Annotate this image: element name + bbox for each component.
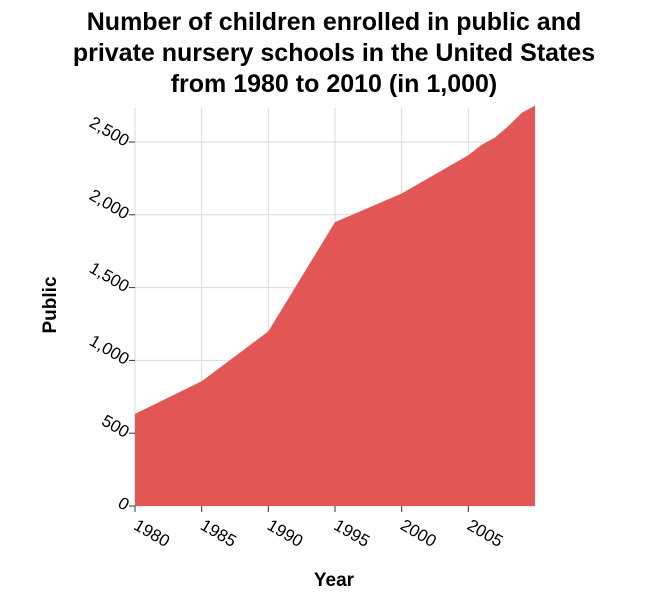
y-tick-label-1,500: 1,500 bbox=[86, 258, 132, 296]
x-tick-label-1985: 1985 bbox=[197, 516, 239, 551]
y-tick-label-1,000: 1,000 bbox=[86, 331, 132, 369]
y-axis-title: Public bbox=[40, 276, 61, 333]
x-tick-label-2000: 2000 bbox=[397, 516, 439, 551]
y-tick-label-2,500: 2,500 bbox=[86, 113, 132, 151]
y-tick-label-500: 500 bbox=[98, 411, 132, 442]
y-tick-label-0: 0 bbox=[115, 493, 133, 514]
area-series-0 bbox=[135, 105, 535, 506]
x-tick-label-1995: 1995 bbox=[331, 516, 373, 551]
chart-title-line-1: Number of children enrolled in public an… bbox=[87, 8, 581, 36]
x-axis-title: Year bbox=[314, 570, 355, 591]
x-tick-label-2005: 2005 bbox=[464, 516, 506, 551]
chart-title: Number of children enrolled in public an… bbox=[73, 8, 595, 98]
chart-title-line-3: from 1980 to 2010 (in 1,000) bbox=[171, 70, 498, 98]
x-tick-label-1980: 1980 bbox=[131, 516, 173, 551]
x-tick-label-1990: 1990 bbox=[264, 516, 306, 551]
chart-title-line-2: private nursery schools in the United St… bbox=[73, 39, 595, 67]
area-series bbox=[134, 105, 536, 506]
y-tick-label-2,000: 2,000 bbox=[86, 186, 132, 224]
